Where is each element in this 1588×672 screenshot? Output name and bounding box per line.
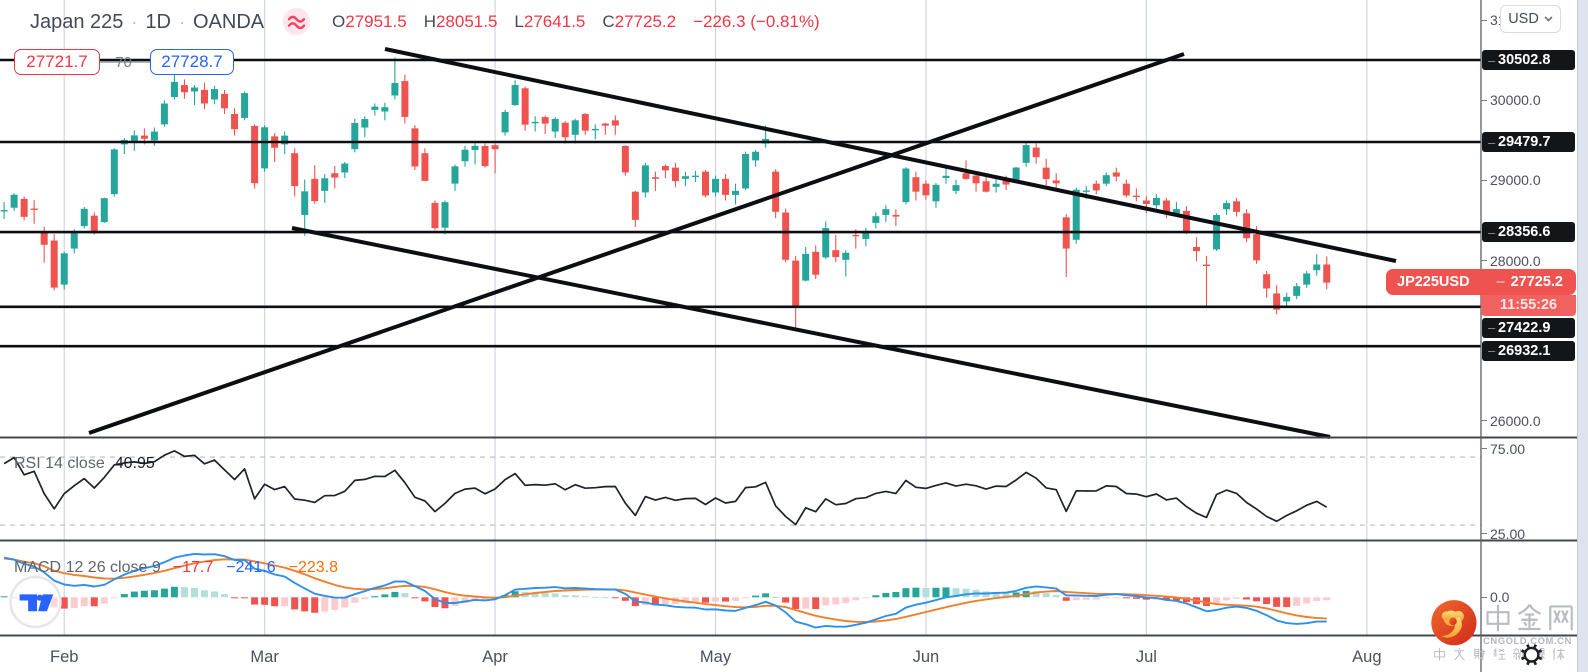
level-tickmark: ‒	[1488, 320, 1496, 335]
bar-countdown: 11:55:26	[1481, 295, 1576, 316]
line-tag-label: 70	[115, 53, 132, 71]
level-price-label: ‒ 30502.8	[1482, 50, 1575, 70]
level-price-label: ‒ 26932.1	[1482, 340, 1575, 361]
rsi-tick-label: 75.00	[1490, 440, 1526, 457]
macd-line-value: −241.6	[226, 559, 276, 576]
rsi-params-text: 14 close	[45, 455, 105, 472]
horizontal-level-lines[interactable]	[0, 58, 1481, 348]
level-price-value: 27422.9	[1498, 319, 1551, 336]
trend-lines[interactable]	[88, 47, 1397, 439]
rsi-title-text: RSI	[14, 455, 41, 472]
level-tickmark: ‒	[1488, 134, 1496, 150]
legend-separator: ·	[179, 11, 185, 32]
price-tick-label-tickmark	[1481, 420, 1487, 422]
macd-plot	[0, 552, 1331, 629]
month-label: Mar	[250, 648, 279, 666]
rsi-value: 40.95	[114, 455, 155, 472]
oanda-wave-icon	[283, 8, 310, 35]
level-tickmark: ‒	[1488, 224, 1496, 240]
month-label: Aug	[1352, 648, 1382, 666]
tradingview-logo-icon[interactable]	[0, 567, 76, 643]
time-axis[interactable]	[0, 637, 1577, 672]
low-label: L	[514, 12, 524, 31]
currency-dropdown[interactable]: USD	[1500, 5, 1561, 33]
month-label: Feb	[50, 648, 79, 666]
price-tick-label: 26000.0	[1490, 412, 1541, 429]
level-tickmark: ‒	[1488, 52, 1496, 68]
last-price-value: 27725.2	[1510, 274, 1563, 291]
month-gridlines	[63, 0, 1368, 636]
watermark-domain: CNGOLD.COM.CN	[1483, 636, 1572, 647]
rsi-tick-label: 25.00	[1490, 525, 1526, 542]
level-price-label: ‒ 29479.7	[1482, 132, 1575, 152]
rsi-title: RSI 14 close	[14, 455, 105, 473]
level-price-value: 26932.1	[1498, 342, 1551, 359]
rsi-tick-label-tickmark	[1481, 533, 1487, 535]
level-price-value: 28356.6	[1498, 224, 1551, 241]
open-value: 27951.5	[345, 12, 407, 31]
level-price-label: ‒ 27422.9	[1482, 317, 1575, 338]
timeframe-label: 1D	[145, 10, 171, 33]
level-price-value: 29479.7	[1498, 134, 1551, 150]
macd-title: MACD 12 26 close 9	[14, 559, 161, 577]
rsi-legend[interactable]: RSI 14 close 40.95	[14, 455, 155, 473]
open-label: O	[332, 12, 346, 31]
legend-separator: ·	[131, 11, 138, 32]
month-label: Jul	[1135, 648, 1157, 666]
symbol-title: Japan 225	[30, 10, 124, 33]
price-tick-label: 30000.0	[1490, 92, 1541, 109]
high-value: 28051.5	[435, 12, 498, 31]
symbol-legend[interactable]: Japan 225 · 1D · OANDA	[30, 8, 264, 36]
macd-tick-label-tickmark	[1481, 596, 1487, 598]
low-value: 27641.5	[523, 12, 586, 31]
month-label: Apr	[482, 648, 508, 666]
macd-hist-value: −17.7	[172, 559, 214, 576]
price-tick-label: 29000.0	[1490, 172, 1541, 189]
price-tick-label: 28000.0	[1490, 252, 1541, 269]
last-price-label: JP225USD ‒ 27725.2	[1386, 269, 1576, 296]
level-price-value: 30502.8	[1498, 52, 1551, 68]
level-price-label: ‒ 28356.6	[1482, 222, 1575, 243]
page-scrollbar[interactable]	[1577, 0, 1588, 672]
rsi-line	[3, 450, 1328, 526]
level-tickmark: ‒	[1488, 343, 1496, 358]
price-tick-label-tickmark	[1481, 260, 1487, 262]
rsi-tick-label-tickmark	[1481, 448, 1487, 450]
ohlc-readout: O27951.5 H28051.5 L27641.5 C27725.2 −226…	[332, 10, 820, 34]
alert-price-label[interactable]: 27721.7	[14, 49, 100, 75]
change-value: −226.3 (−0.81%)	[693, 12, 820, 31]
month-label: Jun	[912, 648, 940, 666]
macd-legend[interactable]: MACD 12 26 close 9 −17.7 −241.6 −223.8	[14, 559, 338, 577]
macd-params-text: 12 26 close 9	[65, 559, 161, 576]
price-tick-label-tickmark	[1481, 179, 1487, 182]
macd-signal-value: −223.8	[288, 559, 339, 576]
order-price-label[interactable]: 27728.7	[150, 49, 234, 75]
chevron-down-icon	[1544, 16, 1553, 22]
currency-label: USD	[1508, 11, 1539, 27]
price-tick-label-tickmark	[1481, 99, 1487, 101]
exchange-label: OANDA	[193, 10, 265, 33]
price-tick-label-tickmark	[1481, 19, 1487, 21]
last-price-tick: ‒	[1496, 274, 1505, 291]
candlesticks	[0, 57, 1331, 328]
close-label: C	[602, 12, 615, 31]
macd-title-text: MACD	[14, 559, 62, 576]
macd-tick-label: 0.0	[1490, 589, 1510, 606]
high-label: H	[423, 12, 436, 31]
last-price-symbol: JP225USD	[1397, 274, 1470, 291]
month-label: May	[699, 648, 732, 666]
close-value: 27725.2	[614, 12, 677, 31]
rsi-band-lines	[0, 456, 1481, 526]
